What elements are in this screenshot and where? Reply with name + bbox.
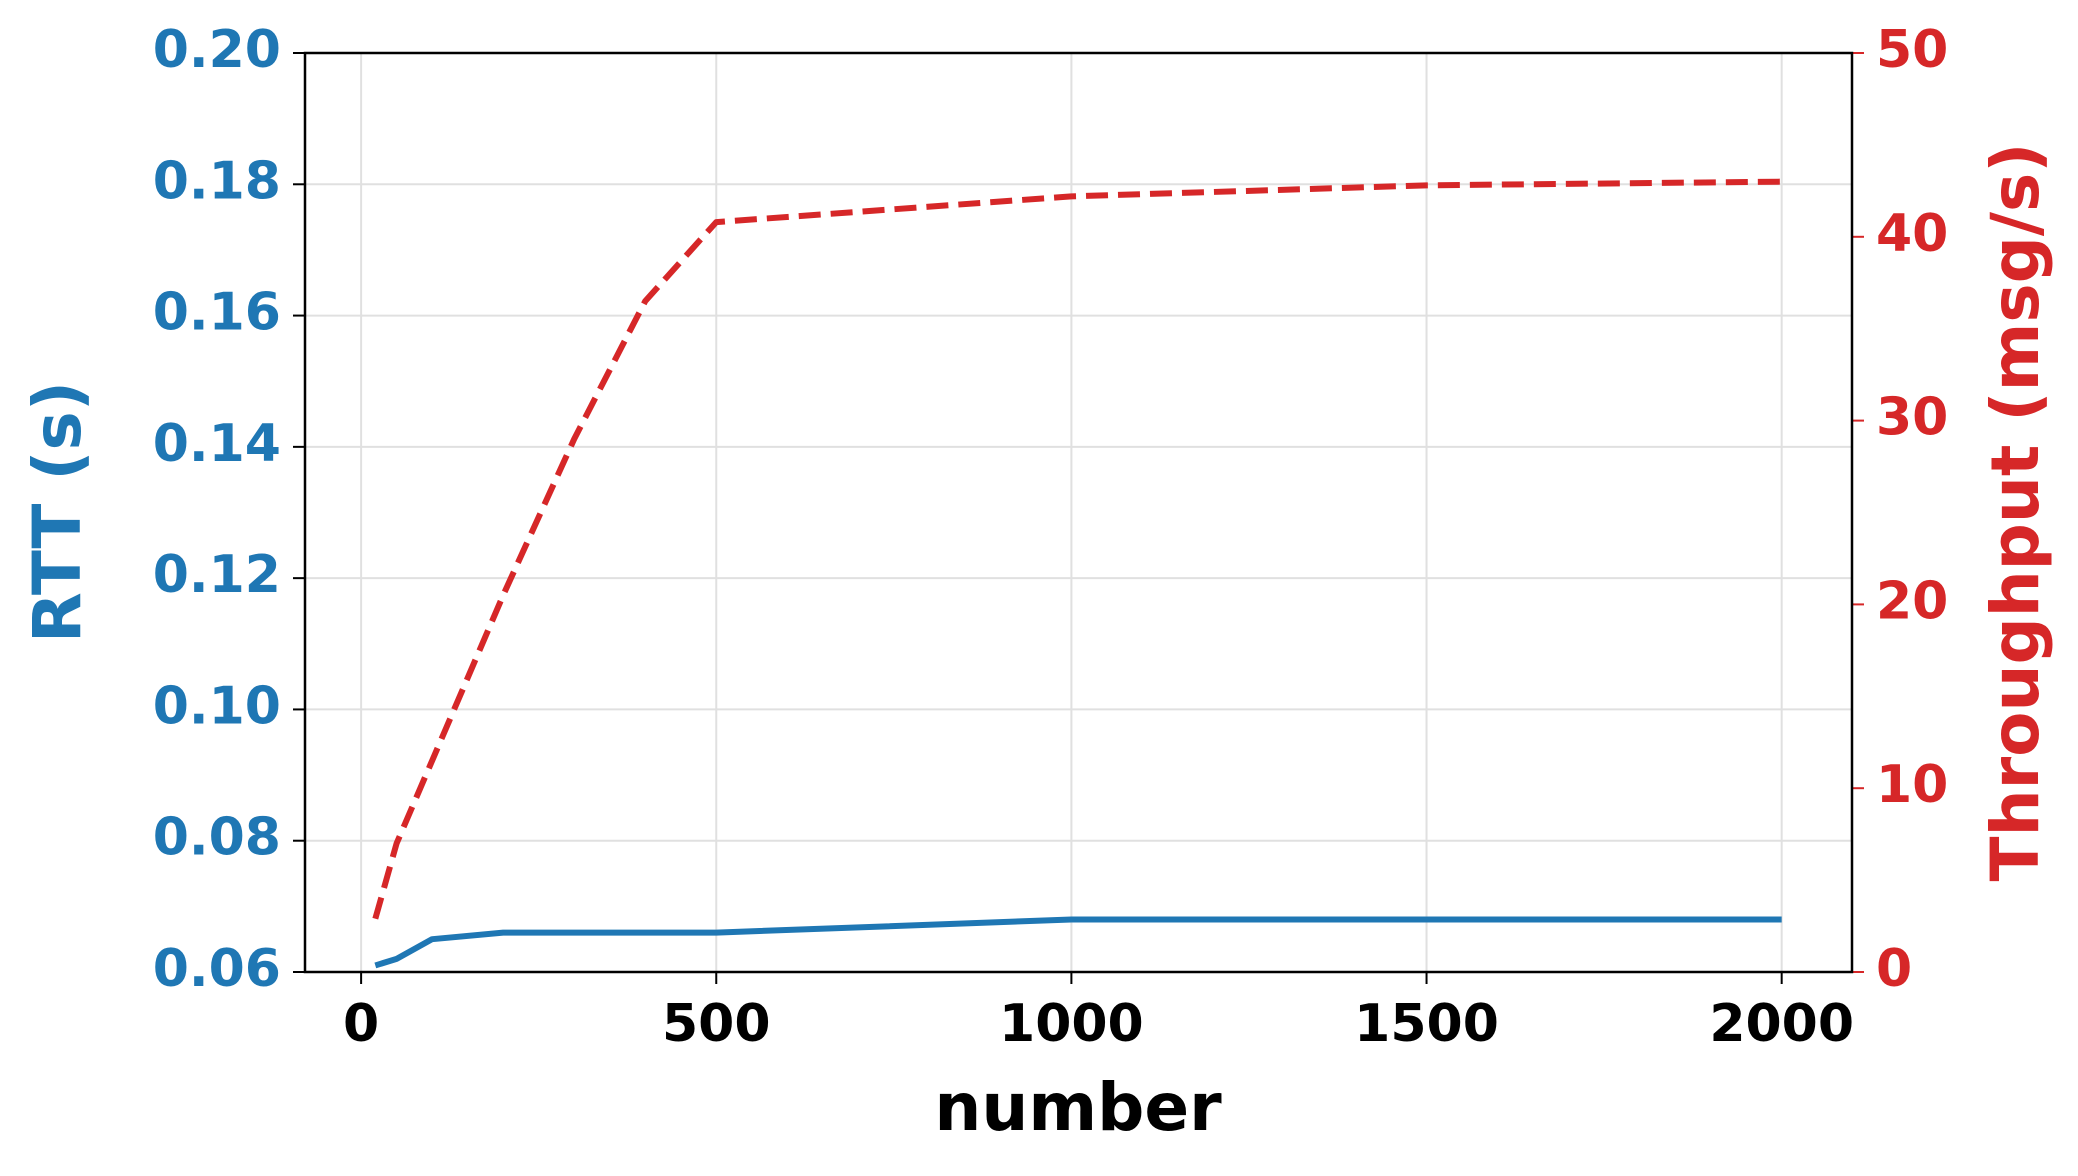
y-tick-label: 0.08	[153, 808, 281, 868]
y2-tick-label: 40	[1876, 204, 1948, 264]
y2-tick-label: 50	[1876, 20, 1948, 80]
x-tick-label: 500	[662, 994, 771, 1054]
y-tick-label: 0.20	[153, 20, 281, 80]
x-tick-label: 0	[343, 994, 379, 1054]
y-tick-label: 0.16	[153, 283, 281, 343]
y-tick-label: 0.14	[153, 414, 281, 474]
y-tick-label: 0.06	[153, 939, 281, 999]
y-tick-label: 0.18	[153, 151, 281, 211]
y-tick-label: 0.10	[153, 676, 281, 736]
y-tick-label: 0.12	[153, 545, 281, 605]
x-axis-label: number	[934, 1069, 1222, 1146]
y2-tick-label: 0	[1876, 939, 1912, 999]
x-tick-label: 1000	[999, 994, 1144, 1054]
series-line	[372, 178, 1782, 920]
y2-tick-label: 10	[1876, 755, 1948, 815]
series-line	[374, 916, 1782, 969]
y2-tick-label: 20	[1876, 571, 1948, 631]
plot-frame	[303, 51, 1854, 974]
x-tick-label: 1500	[1354, 994, 1499, 1054]
x-tick-label: 2000	[1709, 994, 1854, 1054]
y2-tick-label: 30	[1876, 388, 1948, 448]
y-axis-label: RTT (s)	[19, 381, 96, 643]
y2-axis-label: Throughput (msg/s)	[1977, 143, 2054, 882]
